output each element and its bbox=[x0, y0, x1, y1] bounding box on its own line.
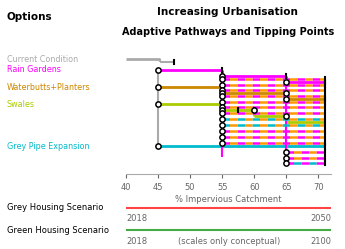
Text: 2050: 2050 bbox=[310, 214, 331, 223]
Text: Grey Pipe Expansion: Grey Pipe Expansion bbox=[7, 142, 89, 151]
Text: 2100: 2100 bbox=[310, 237, 331, 246]
Text: Increasing Urbanisation: Increasing Urbanisation bbox=[157, 7, 298, 17]
Text: Grey Housing Scenario: Grey Housing Scenario bbox=[7, 203, 103, 212]
Text: Swales: Swales bbox=[7, 100, 35, 109]
Text: Adaptive Pathways and Tipping Points: Adaptive Pathways and Tipping Points bbox=[121, 27, 334, 37]
Text: 2018: 2018 bbox=[126, 214, 147, 223]
Text: Current Condition: Current Condition bbox=[7, 55, 78, 64]
Text: Rain Gardens: Rain Gardens bbox=[7, 65, 61, 74]
Text: 2018: 2018 bbox=[126, 237, 147, 246]
X-axis label: % Impervious Catchment: % Impervious Catchment bbox=[175, 195, 282, 204]
Text: (scales only conceptual): (scales only conceptual) bbox=[178, 237, 280, 246]
Text: Options: Options bbox=[7, 12, 52, 22]
Text: Green Housing Scenario: Green Housing Scenario bbox=[7, 226, 109, 235]
Text: Waterbutts+Planters: Waterbutts+Planters bbox=[7, 83, 90, 92]
